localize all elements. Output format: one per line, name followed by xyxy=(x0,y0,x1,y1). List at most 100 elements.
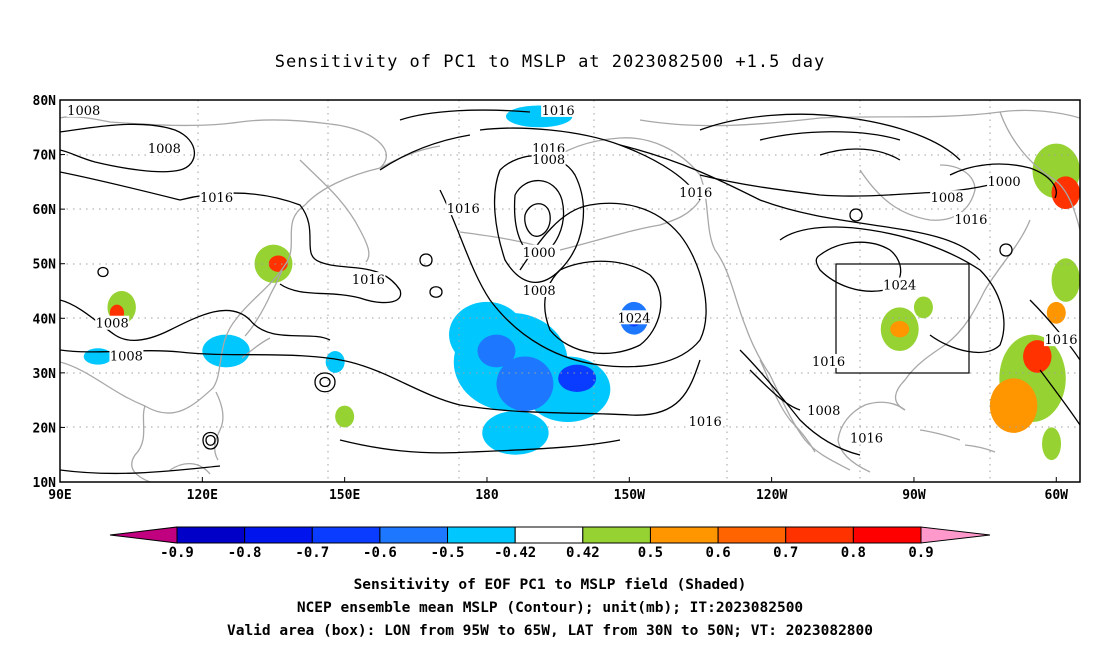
lon-label: 60W xyxy=(1045,488,1069,503)
contour-1016-aleutian-ring xyxy=(479,127,701,201)
caption-line-2: NCEP ensemble mean MSLP (Contour); unit(… xyxy=(297,600,803,616)
caribbean-islands xyxy=(919,429,996,453)
colorbar-segment xyxy=(649,526,719,544)
contour-label-bg xyxy=(531,141,566,156)
lon-label: 120W xyxy=(756,488,787,503)
positive-sensitivity-area xyxy=(989,378,1038,433)
contour-label-bg xyxy=(199,190,234,205)
contour-label: 1008 xyxy=(532,153,565,168)
colorbar-segment xyxy=(582,526,651,544)
positive-sensitivity-area xyxy=(268,255,288,272)
positive-sensitivity-area xyxy=(1051,258,1080,302)
contour-label: 1008 xyxy=(807,404,840,419)
contour-label-bg xyxy=(930,190,965,205)
contour-label: 1016 xyxy=(954,213,987,228)
colorbar-low-arrow xyxy=(109,526,178,544)
lat-label: 10N xyxy=(33,476,57,491)
lat-label: 70N xyxy=(33,149,57,164)
negative-sensitivity-area xyxy=(496,356,554,412)
colorbar-segment xyxy=(447,526,516,544)
lat-label: 50N xyxy=(33,258,57,273)
contour-1016-atlantic xyxy=(1029,299,1080,426)
philippines-coastline xyxy=(214,391,224,461)
lon-label: 90W xyxy=(902,488,926,503)
contour-label: 1008 xyxy=(96,317,129,332)
longitude-labels: 90E 120E 150E 180 150W 120W 90W 60W xyxy=(48,477,1068,503)
negative-sensitivity-area xyxy=(325,351,345,373)
contour-label: 1008 xyxy=(931,191,964,206)
valid-area-box xyxy=(835,263,970,374)
contour-label-bg xyxy=(678,184,713,199)
colorbar-label: 0.7 xyxy=(773,545,798,561)
coastlines xyxy=(60,109,1080,482)
contour-label-bg xyxy=(446,201,481,216)
greenland-coast xyxy=(999,111,1080,231)
lon-label: 180 xyxy=(475,488,499,503)
positive-sensitivity-area xyxy=(1042,427,1062,461)
negative-sensitivity-area xyxy=(202,334,250,368)
lon-label: 150E xyxy=(329,488,360,503)
contour-typhoon-1 xyxy=(202,431,219,450)
contour-1016-east-pacific xyxy=(619,144,981,261)
latitude-labels: 80N 70N 60N 50N 40N 30N 20N 10N xyxy=(33,94,65,491)
map-frame xyxy=(59,99,1081,483)
colorbar-label: 0.42 xyxy=(566,545,600,561)
contour-tropical-line xyxy=(60,439,621,475)
contour-label-bg xyxy=(522,244,557,259)
contour-1008-mexico xyxy=(749,369,801,411)
colorbar-label: 0.6 xyxy=(705,545,730,561)
contour-label: 1008 xyxy=(148,142,181,157)
contour-1000-aleutian-low xyxy=(513,179,565,256)
lon-label: 120E xyxy=(187,488,218,503)
contour-label: 1016 xyxy=(850,431,883,446)
colorbar-label: -0.9 xyxy=(160,545,194,561)
contour-label: 1000 xyxy=(523,246,556,261)
contour-label-bg xyxy=(882,277,917,292)
contour-1008-north-america xyxy=(699,174,1011,197)
colorbar-label: 0.9 xyxy=(908,545,933,561)
contour-label-bg xyxy=(806,403,841,418)
indochina-coastline xyxy=(131,405,151,482)
japan-coastline xyxy=(241,269,283,359)
map-frame-bg xyxy=(60,100,1080,482)
negative-sensitivity-area xyxy=(482,411,549,455)
contour-992-aleutian-low xyxy=(524,203,551,237)
contour-label-bg xyxy=(849,430,884,445)
colorbar-label: 0.8 xyxy=(841,545,866,561)
contour-1016-mexico xyxy=(739,349,861,456)
contour-small-highs xyxy=(97,208,1013,298)
lat-label: 60N xyxy=(33,203,57,218)
contour-label-bg xyxy=(688,413,723,428)
colorbar-label: 0.5 xyxy=(638,545,663,561)
lat-label: 80N xyxy=(33,94,57,109)
positive-sensitivity-area xyxy=(913,296,933,319)
colorbar-segment xyxy=(717,526,787,544)
north-america-arctic xyxy=(639,109,1080,127)
contour-label: 1016 xyxy=(689,415,722,430)
colorbar-segment xyxy=(244,526,313,544)
contour-label: 1008 xyxy=(110,349,143,364)
borneo-coastline xyxy=(169,463,211,475)
colorbar-segment xyxy=(852,526,922,544)
contour-1016-north-pacific xyxy=(379,109,531,171)
negative-sensitivity-area xyxy=(477,334,516,368)
contour-1016-us xyxy=(779,226,1005,353)
contour-1000-labrador xyxy=(949,163,1057,199)
colorbar: -0.9 -0.8 -0.7 -0.6 -0.5 -0.42 0.42 0.5 0.6 0.7 0.… xyxy=(109,526,991,561)
contour-1008-tibet xyxy=(60,349,701,416)
contour-label-bg xyxy=(95,315,130,330)
contour-label: 1016 xyxy=(542,104,575,119)
colorbar-label: -0.5 xyxy=(431,545,465,561)
negative-sensitivity-area xyxy=(558,364,597,392)
lat-label: 20N xyxy=(33,421,57,436)
contour-label-bg xyxy=(109,348,144,363)
contour-label: 1016 xyxy=(200,191,233,206)
caption-line-3: Valid area (box): LON from 95W to 65W, L… xyxy=(227,623,873,639)
lon-label: 90E xyxy=(48,488,71,503)
positive-sensitivity-area xyxy=(1023,340,1052,373)
contour-label: 1008 xyxy=(67,104,100,119)
colorbar-segment xyxy=(785,526,854,544)
lat-lon-grid xyxy=(60,100,1080,482)
caption-line-1: Sensitivity of EOF PC1 to MSLP field (Sh… xyxy=(354,577,747,593)
